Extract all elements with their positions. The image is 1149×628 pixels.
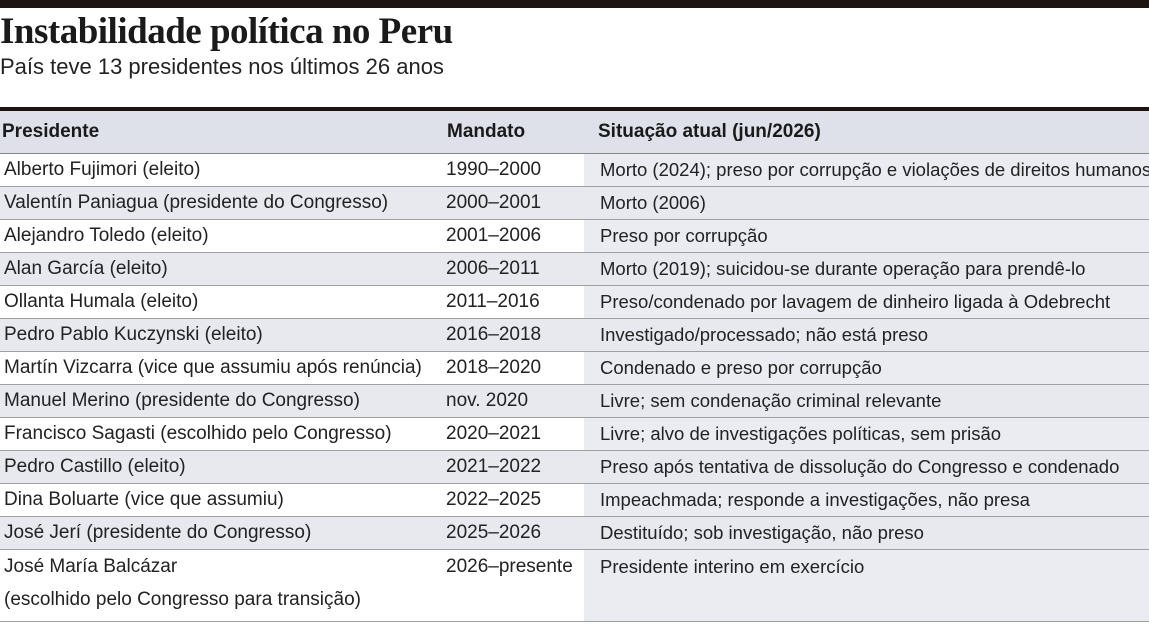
status-cell: Condenado e preso por corrupção (584, 351, 1149, 385)
table-row: Francisco Sagasti (escolhido pelo Congre… (0, 417, 1149, 451)
term-cell: 2025–2026 (435, 516, 584, 550)
table-row: Dina Boluarte (vice que assumiu) 2022–202… (0, 483, 1149, 517)
status-cell: Presidente interino em exercício (584, 549, 1149, 622)
term-cell: 2000–2001 (435, 186, 584, 220)
status-cell: Morto (2024); preso por corrupção e viol… (584, 153, 1149, 187)
table-row: Alberto Fujimori (eleito) 1990–2000 Morto … (0, 153, 1149, 187)
term-cell: 2020–2021 (435, 417, 584, 451)
table-row: Ollanta Humala (eleito) 2011–2016 Preso/co… (0, 285, 1149, 319)
top-rule (0, 0, 1149, 8)
page-title: Instabilidade política no Peru (0, 11, 453, 52)
presidents-table: Presidente Mandato Situação atual (jun/2… (0, 107, 1149, 622)
status-cell: Investigado/processado; não está preso (584, 318, 1149, 352)
table-row: Alejandro Toledo (eleito) 2001–2006 Preso … (0, 219, 1149, 253)
term-cell: 2021–2022 (435, 450, 584, 484)
president-name-cell: Alan García (eleito) (0, 252, 435, 286)
status-cell: Preso/condenado por lavagem de dinheiro … (584, 285, 1149, 319)
president-name-cell: Alberto Fujimori (eleito) (0, 153, 435, 187)
term-cell: 2011–2016 (435, 285, 584, 319)
president-name-cell: Valentín Paniagua (presidente do Congres… (0, 186, 435, 220)
column-header-mandato: Mandato (435, 107, 584, 154)
status-cell: Impeachmada; responde a investigações, n… (584, 483, 1149, 517)
status-cell: Livre; sem condenação criminal relevante (584, 384, 1149, 418)
status-cell: Morto (2019); suicidou-se durante operaç… (584, 252, 1149, 286)
term-cell: 2006–2011 (435, 252, 584, 286)
column-header-presidente: Presidente (0, 107, 435, 154)
term-cell: 2016–2018 (435, 318, 584, 352)
president-name-cell: Pedro Castillo (eleito) (0, 450, 435, 484)
table-row: Manuel Merino (presidente do Congresso) n… (0, 384, 1149, 418)
presidents-table-container: Presidente Mandato Situação atual (jun/2… (0, 107, 1149, 622)
column-header-situacao: Situação atual (jun/2026) (584, 107, 1149, 154)
table-header-row: Presidente Mandato Situação atual (jun/2… (0, 107, 1149, 154)
president-name-cell: Francisco Sagasti (escolhido pelo Congre… (0, 417, 435, 451)
status-cell: Destituído; sob investigação, não preso (584, 516, 1149, 550)
table-row: José María Balcázar (escolhido pelo Congr… (0, 549, 1149, 622)
term-cell: 2026–presente (435, 549, 584, 622)
status-cell: Livre; alvo de investigações políticas, … (584, 417, 1149, 451)
president-name-cell: Martín Vizcarra (vice que assumiu após r… (0, 351, 435, 385)
status-cell: Preso por corrupção (584, 219, 1149, 253)
table-body: Alberto Fujimori (eleito) 1990–2000 Morto … (0, 153, 1149, 622)
president-name-cell: Manuel Merino (presidente do Congresso) (0, 384, 435, 418)
table-row: José Jerí (presidente do Congresso) 2025–… (0, 516, 1149, 550)
term-cell: 2001–2006 (435, 219, 584, 253)
table-row: Alan García (eleito) 2006–2011 Morto (2019… (0, 252, 1149, 286)
president-name-cell: Dina Boluarte (vice que assumiu) (0, 483, 435, 517)
table-row: Martín Vizcarra (vice que assumiu após r… (0, 351, 1149, 385)
term-cell: 2022–2025 (435, 483, 584, 517)
president-name-cell: José Jerí (presidente do Congresso) (0, 516, 435, 550)
table-row: Valentín Paniagua (presidente do Congres… (0, 186, 1149, 220)
term-cell: nov. 2020 (435, 384, 584, 418)
table-row: Pedro Pablo Kuczynski (eleito) 2016–2018 I… (0, 318, 1149, 352)
status-cell: Preso após tentativa de dissolução do Co… (584, 450, 1149, 484)
status-cell: Morto (2006) (584, 186, 1149, 220)
president-name-cell: Pedro Pablo Kuczynski (eleito) (0, 318, 435, 352)
term-cell: 1990–2000 (435, 153, 584, 187)
president-name-cell: Ollanta Humala (eleito) (0, 285, 435, 319)
table-row: Pedro Castillo (eleito) 2021–2022 Preso ap… (0, 450, 1149, 484)
president-name-cell: Alejandro Toledo (eleito) (0, 219, 435, 253)
term-cell: 2018–2020 (435, 351, 584, 385)
page-subtitle: País teve 13 presidentes nos últimos 26 … (0, 54, 444, 79)
president-name-cell: José María Balcázar (escolhido pelo Congr… (0, 549, 435, 622)
